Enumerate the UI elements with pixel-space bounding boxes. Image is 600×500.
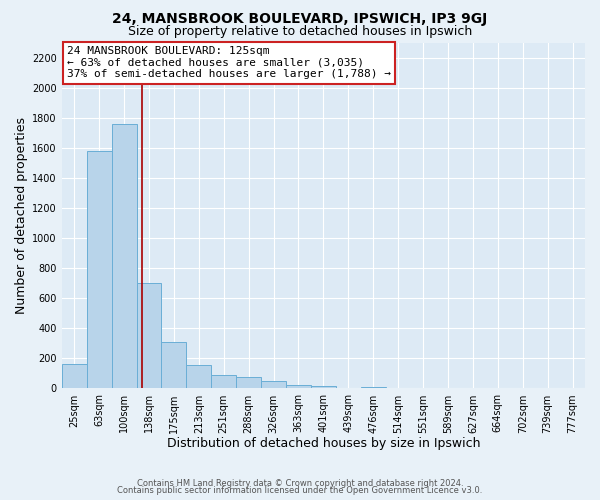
- Bar: [137, 283, 161, 389]
- Bar: [86, 151, 112, 388]
- Bar: [361, 386, 386, 388]
- Text: Size of property relative to detached houses in Ipswich: Size of property relative to detached ho…: [128, 25, 472, 38]
- Bar: [211, 375, 236, 388]
- Text: Contains public sector information licensed under the Open Government Licence v3: Contains public sector information licen…: [118, 486, 482, 495]
- Text: 24, MANSBROOK BOULEVARD, IPSWICH, IP3 9GJ: 24, MANSBROOK BOULEVARD, IPSWICH, IP3 9G…: [112, 12, 488, 26]
- Bar: [261, 382, 286, 388]
- Y-axis label: Number of detached properties: Number of detached properties: [15, 117, 28, 314]
- Text: 24 MANSBROOK BOULEVARD: 125sqm
← 63% of detached houses are smaller (3,035)
37% : 24 MANSBROOK BOULEVARD: 125sqm ← 63% of …: [67, 46, 391, 79]
- Bar: [161, 342, 187, 388]
- Bar: [236, 377, 261, 388]
- Bar: [62, 364, 86, 388]
- X-axis label: Distribution of detached houses by size in Ipswich: Distribution of detached houses by size …: [167, 437, 480, 450]
- Bar: [112, 124, 137, 388]
- Bar: [187, 365, 211, 388]
- Text: Contains HM Land Registry data © Crown copyright and database right 2024.: Contains HM Land Registry data © Crown c…: [137, 478, 463, 488]
- Bar: [311, 386, 336, 388]
- Bar: [286, 385, 311, 388]
